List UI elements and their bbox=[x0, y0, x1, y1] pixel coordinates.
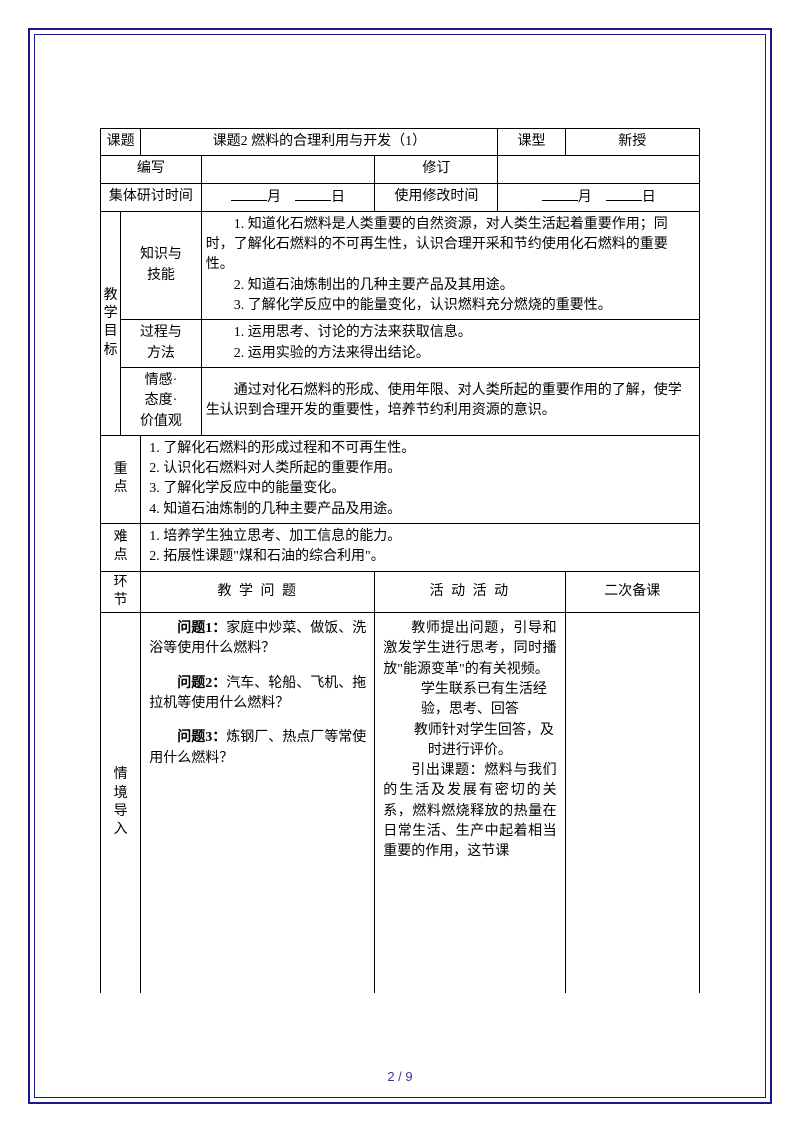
intro-label: 情境导入 bbox=[101, 613, 141, 993]
use-date: 月 日 bbox=[498, 183, 700, 211]
stage-header-row: 环节 教 学 问 题 活 动 活 动 二次备课 bbox=[101, 571, 700, 612]
objectives-knowledge-row: 教学目标 知识与技能 1. 知道化石燃料是人类重要的自然资源，对人类生活起着重要… bbox=[101, 211, 700, 319]
activity-header: 活 动 活 动 bbox=[375, 571, 565, 612]
difficulty-text: 1. 培养学生独立思考、加工信息的能力。 2. 拓展性课题"煤和石油的综合利用"… bbox=[141, 524, 700, 572]
topic-label: 课题 bbox=[101, 129, 141, 156]
page-number: 2 / 9 bbox=[0, 1069, 800, 1084]
difficulty-label: 难点 bbox=[101, 524, 141, 572]
type-value: 新授 bbox=[565, 129, 699, 156]
topic-value: 课题2 燃料的合理利用与开发（1） bbox=[141, 129, 498, 156]
key-label: 重点 bbox=[101, 435, 141, 523]
difficulty-row: 难点 1. 培养学生独立思考、加工信息的能力。 2. 拓展性课题"煤和石油的综合… bbox=[101, 524, 700, 572]
author-blank bbox=[201, 156, 375, 183]
meeting-time-label: 集体研讨时间 bbox=[101, 183, 202, 211]
document-content: 课题 课题2 燃料的合理利用与开发（1） 课型 新授 编写 修订 集体研讨时间 … bbox=[100, 128, 700, 993]
header-row-1: 课题 课题2 燃料的合理利用与开发（1） 课型 新授 bbox=[101, 129, 700, 156]
emotion-label: 情感·态度·价值观 bbox=[121, 367, 202, 435]
type-label: 课型 bbox=[498, 129, 565, 156]
header-row-3: 集体研讨时间 月 日 使用修改时间 月 日 bbox=[101, 183, 700, 211]
use-time-label: 使用修改时间 bbox=[375, 183, 498, 211]
process-text: 1. 运用思考、讨论的方法来获取信息。 2. 运用实验的方法来得出结论。 bbox=[201, 320, 699, 368]
objectives-emotion-row: 情感·态度·价值观 通过对化石燃料的形成、使用年限、对人类所起的重要作用的了解，… bbox=[101, 367, 700, 435]
objectives-label: 教学目标 bbox=[101, 211, 121, 435]
intro-row: 情境导入 问题1：家庭中炒菜、做饭、洗浴等使用什么燃料？ 问题2：汽车、轮船、飞… bbox=[101, 613, 700, 993]
emotion-text: 通过对化石燃料的形成、使用年限、对人类所起的重要作用的了解，使学生认识到合理开发… bbox=[201, 367, 699, 435]
intro-questions: 问题1：家庭中炒菜、做饭、洗浴等使用什么燃料？ 问题2：汽车、轮船、飞机、拖拉机… bbox=[141, 613, 375, 993]
author-label: 编写 bbox=[101, 156, 202, 183]
stage-label: 环节 bbox=[101, 571, 141, 612]
knowledge-text: 1. 知道化石燃料是人类重要的自然资源，对人类生活起着重要作用；同时，了解化石燃… bbox=[201, 211, 699, 319]
objectives-process-row: 过程与方法 1. 运用思考、讨论的方法来获取信息。 2. 运用实验的方法来得出结… bbox=[101, 320, 700, 368]
key-row: 重点 1. 了解化石燃料的形成过程和不可再生性。 2. 认识化石燃料对人类所起的… bbox=[101, 435, 700, 523]
key-text: 1. 了解化石燃料的形成过程和不可再生性。 2. 认识化石燃料对人类所起的重要作… bbox=[141, 435, 700, 523]
header-row-2: 编写 修订 bbox=[101, 156, 700, 183]
meeting-date: 月 日 bbox=[201, 183, 375, 211]
intro-second-prep bbox=[565, 613, 699, 993]
process-label: 过程与方法 bbox=[121, 320, 202, 368]
lesson-plan-table: 课题 课题2 燃料的合理利用与开发（1） 课型 新授 编写 修订 集体研讨时间 … bbox=[100, 128, 700, 993]
question-header: 教 学 问 题 bbox=[141, 571, 375, 612]
second-prep-header: 二次备课 bbox=[565, 571, 699, 612]
knowledge-label: 知识与技能 bbox=[121, 211, 202, 319]
revise-label: 修订 bbox=[375, 156, 498, 183]
intro-activities: 教师提出问题，引导和激发学生进行思考，同时播放"能源变革"的有关视频。 学生联系… bbox=[375, 613, 565, 993]
revise-blank bbox=[498, 156, 700, 183]
